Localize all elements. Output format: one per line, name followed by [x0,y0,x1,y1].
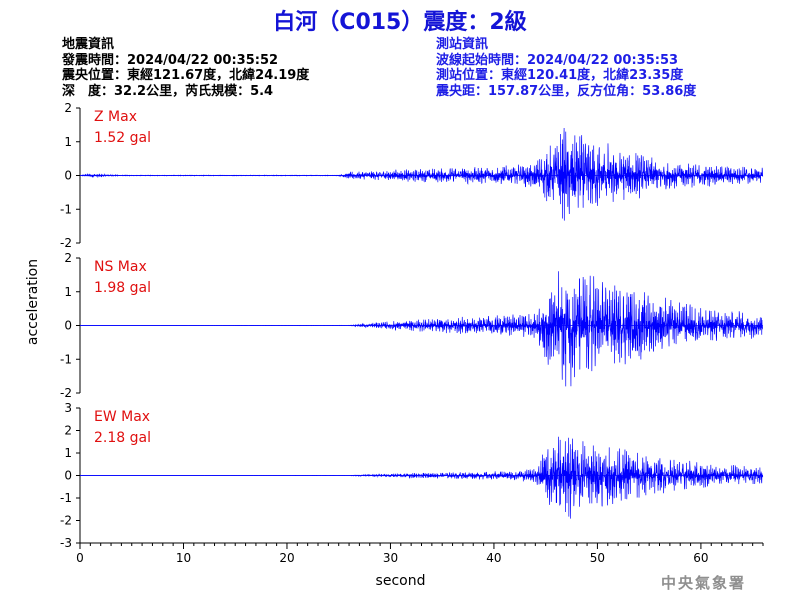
y-tick-label: 1 [64,285,72,299]
x-axis-title: second [376,573,426,589]
waveform-z [79,127,764,221]
y-tick-label: 1 [64,446,72,460]
y-tick-label: 0 [64,319,72,333]
panel-z: -2 -1 0 1 2 Z Max 1.52 gal [60,101,764,250]
origin-time: 發震時間：2024/04/22 00:35:52 [62,52,279,68]
y-axis-title: acceleration [25,259,41,345]
epicentral-distance: 震央距：157.87公里，反方位角：53.86度 [436,83,697,99]
x-tick-label: 40 [486,551,501,565]
depth-magnitude: 深 度：32.2公里，芮氏規模：5.4 [62,83,274,99]
max-label-z: Z Max [94,109,137,125]
quake-info-heading: 地震資訊 [62,37,115,52]
x-tick-label: 0 [76,551,84,565]
y-tick-label: -3 [60,536,72,550]
y-tick-label: 2 [64,424,72,438]
x-tick-label: 10 [176,551,191,565]
y-tick-label: -2 [60,386,72,400]
max-label-ew: EW Max [94,409,150,425]
chart-title: 白河（C015）震度：2級 [273,10,527,35]
x-tick-label: 30 [383,551,398,565]
station-info-block: 測站資訊 波線起始時間：2024/04/22 00:35:53 測站位置：東經1… [436,37,696,99]
wave-start-time: 波線起始時間：2024/04/22 00:35:53 [436,52,679,68]
station-info-heading: 測站資訊 [436,37,489,52]
max-label-ns: NS Max [94,259,147,275]
max-value-ew: 2.18 gal [94,430,151,446]
max-value-ns: 1.98 gal [94,280,151,296]
quake-info-block: 地震資訊 發震時間：2024/04/22 00:35:52 震央位置：東經121… [62,37,309,99]
y-tick-label: -2 [60,236,72,250]
y-tick-label: -2 [60,514,72,528]
y-tick-label: -1 [60,202,72,216]
station-location: 測站位置：東經120.41度，北緯23.35度 [436,68,684,83]
y-tick-label: 2 [64,251,72,265]
epicenter-location: 震央位置：東經121.67度，北緯24.19度 [62,68,310,83]
waveform-ns [80,271,763,387]
panel-ns: -2 -1 0 1 2 NS Max 1.98 gal [60,251,763,400]
y-tick-label: 1 [64,135,72,149]
y-tick-label: 2 [64,101,72,115]
panel-ew: -3 -2 -1 0 1 2 3 EW Max 2.18 gal [60,401,764,550]
y-tick-label: -1 [60,491,72,505]
y-tick-label: 0 [64,169,72,183]
y-tick-label: -1 [60,352,72,366]
max-value-z: 1.52 gal [94,130,151,146]
x-tick-label: 20 [279,551,294,565]
x-tick-label: 60 [693,551,708,565]
y-tick-label: 3 [64,401,72,415]
agency-watermark: 中央氣象署 [660,574,746,592]
x-tick-label: 50 [590,551,605,565]
waveform-ew [80,436,764,519]
y-tick-label: 0 [64,469,72,483]
